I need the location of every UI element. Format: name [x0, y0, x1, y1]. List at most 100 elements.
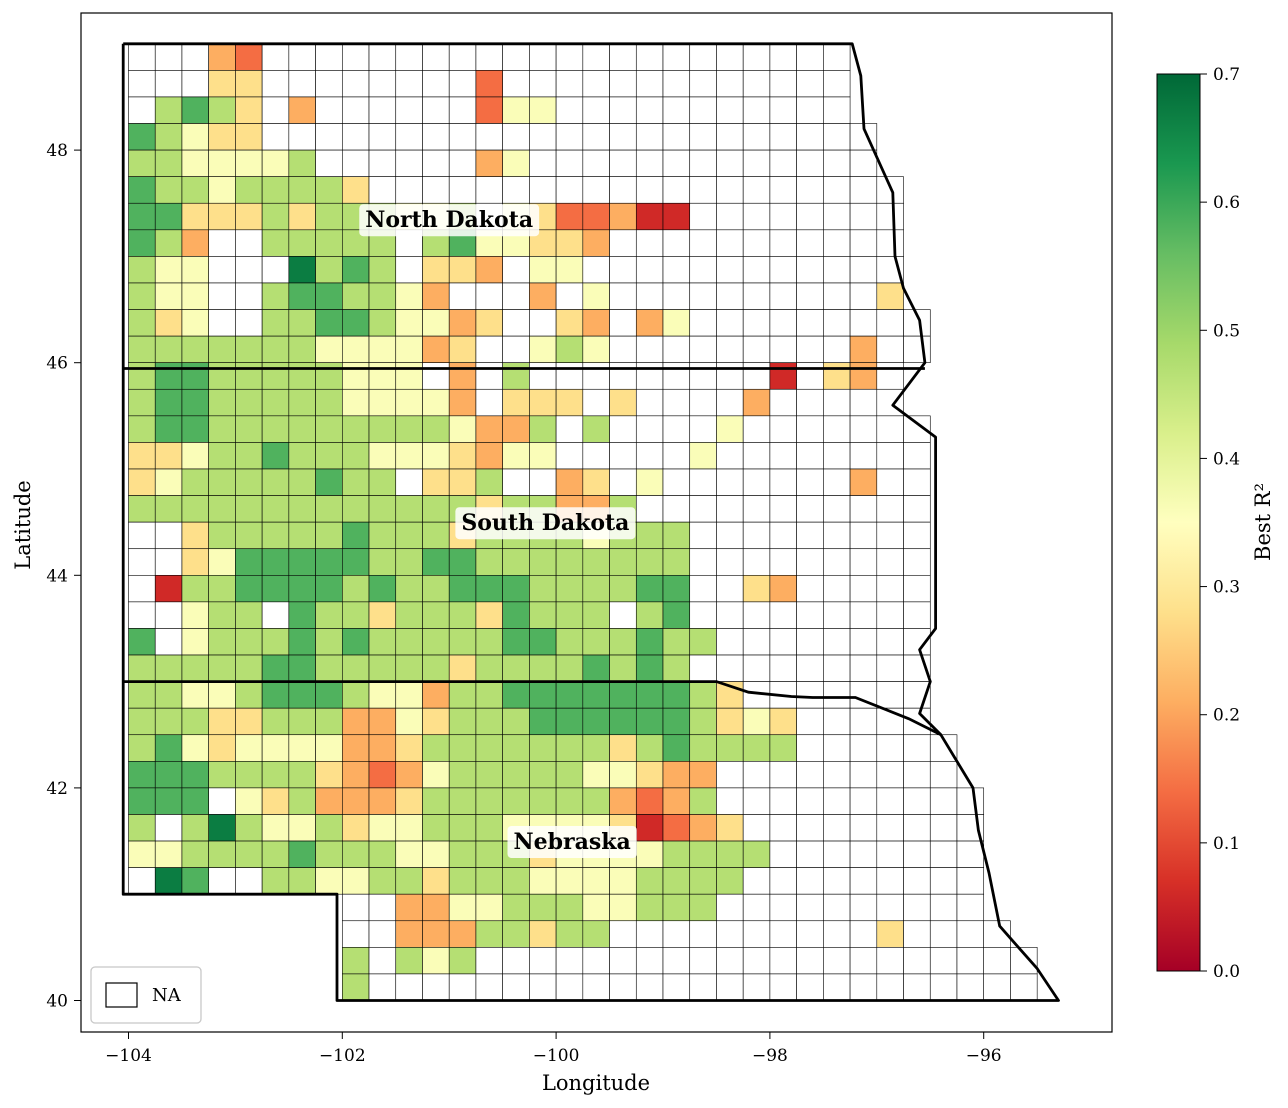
- grid-cell: [716, 973, 744, 1001]
- grid-cell: [181, 468, 209, 496]
- grid-cell: [368, 70, 397, 98]
- grid-cell: [769, 202, 797, 231]
- grid-cell: [876, 973, 904, 1001]
- grid-cell: [662, 761, 691, 789]
- grid-cell: [689, 43, 717, 71]
- grid-cell: [395, 973, 423, 1001]
- grid-cell: [769, 574, 797, 603]
- grid-cell: [823, 893, 851, 922]
- grid-cell: [475, 867, 503, 895]
- grid-cell: [662, 335, 691, 364]
- grid-cell: [823, 734, 851, 762]
- grid-cell: [261, 521, 290, 550]
- grid-cell: [529, 681, 557, 709]
- grid-cell: [742, 96, 771, 124]
- grid-cell: [315, 202, 343, 231]
- grid-cell: [662, 362, 691, 390]
- grid-cell: [609, 947, 637, 975]
- grid-cell: [181, 335, 209, 364]
- grid-cell: [128, 229, 156, 257]
- grid-cell: [288, 176, 316, 204]
- grid-cell: [475, 601, 503, 629]
- grid-cell: [154, 761, 183, 789]
- grid-cell: [502, 442, 530, 470]
- grid-cell: [422, 628, 450, 656]
- grid-cell: [635, 123, 664, 151]
- grid-cell: [261, 442, 290, 470]
- grid-cell: [315, 707, 343, 736]
- grid-cell: [582, 947, 610, 975]
- grid-cell: [635, 256, 664, 284]
- grid-cell: [796, 362, 824, 390]
- grid-cell: [796, 415, 824, 443]
- grid-cell: [235, 521, 263, 550]
- colorbar-tick-label: 0.1: [1213, 834, 1240, 854]
- grid-cell: [422, 149, 450, 177]
- y-tick-label: 40: [46, 992, 68, 1012]
- grid-cell: [635, 814, 664, 842]
- grid-cell: [609, 681, 637, 709]
- grid-cell: [876, 681, 904, 709]
- grid-cell: [769, 43, 797, 71]
- state-labels: North Dakota South Dakota Nebraska: [359, 204, 637, 858]
- grid-cell: [849, 309, 878, 337]
- grid-cell: [181, 229, 209, 257]
- grid-cell: [128, 495, 156, 523]
- grid-cell: [181, 787, 209, 815]
- grid-cell: [448, 388, 477, 417]
- grid-cell: [315, 867, 343, 895]
- grid-cell: [368, 681, 397, 709]
- grid-cell: [208, 256, 236, 284]
- grid-cell: [395, 867, 423, 895]
- grid-cell: [609, 256, 637, 284]
- grid-cell: [315, 96, 343, 124]
- grid-cell: [181, 256, 209, 284]
- grid-cell: [555, 761, 584, 789]
- grid-cell: [769, 282, 797, 310]
- grid-cell: [395, 840, 423, 868]
- grid-cell: [448, 893, 477, 922]
- grid-cell: [929, 787, 958, 815]
- state-borders: [121, 42, 1060, 1002]
- grid-cell: [422, 920, 450, 948]
- grid-cell: [448, 601, 477, 629]
- grid-cell: [208, 149, 236, 177]
- grid-cell: [368, 761, 397, 789]
- grid-cell: [823, 601, 851, 629]
- grid-cell: [903, 521, 931, 550]
- grid-cell: [609, 734, 637, 762]
- grid-cell: [288, 840, 316, 868]
- grid-cell: [635, 761, 664, 789]
- grid-cell: [689, 415, 717, 443]
- grid-cell: [422, 814, 450, 842]
- grid-cell: [128, 681, 156, 709]
- grid-cell: [903, 734, 931, 762]
- grid-cell: [181, 176, 209, 204]
- grid-cell: [368, 654, 397, 682]
- grid-cell: [448, 123, 477, 151]
- grid-cell: [823, 415, 851, 443]
- grid-cell: [448, 335, 477, 364]
- x-tick-label: −102: [319, 1046, 366, 1066]
- grid-cell: [128, 282, 156, 310]
- grid-cell: [635, 654, 664, 682]
- grid-cell: [662, 734, 691, 762]
- grid-cell: [876, 654, 904, 682]
- grid-cell: [235, 388, 263, 417]
- grid-cell: [609, 548, 637, 576]
- grid-cell: [662, 601, 691, 629]
- grid-cell: [823, 309, 851, 337]
- grid-cell: [769, 176, 797, 204]
- grid-cell: [555, 282, 584, 310]
- colorbar-tick-label: 0.6: [1213, 193, 1240, 213]
- grid-cell: [716, 867, 744, 895]
- grid-cell: [128, 468, 156, 496]
- grid-cell: [502, 867, 530, 895]
- grid-cell: [181, 123, 209, 151]
- grid-cell: [876, 893, 904, 922]
- grid-cell: [716, 601, 744, 629]
- grid-cell: [422, 654, 450, 682]
- grid-cell: [903, 973, 931, 1001]
- grid-cell: [341, 521, 370, 550]
- grid-cell: [341, 362, 370, 390]
